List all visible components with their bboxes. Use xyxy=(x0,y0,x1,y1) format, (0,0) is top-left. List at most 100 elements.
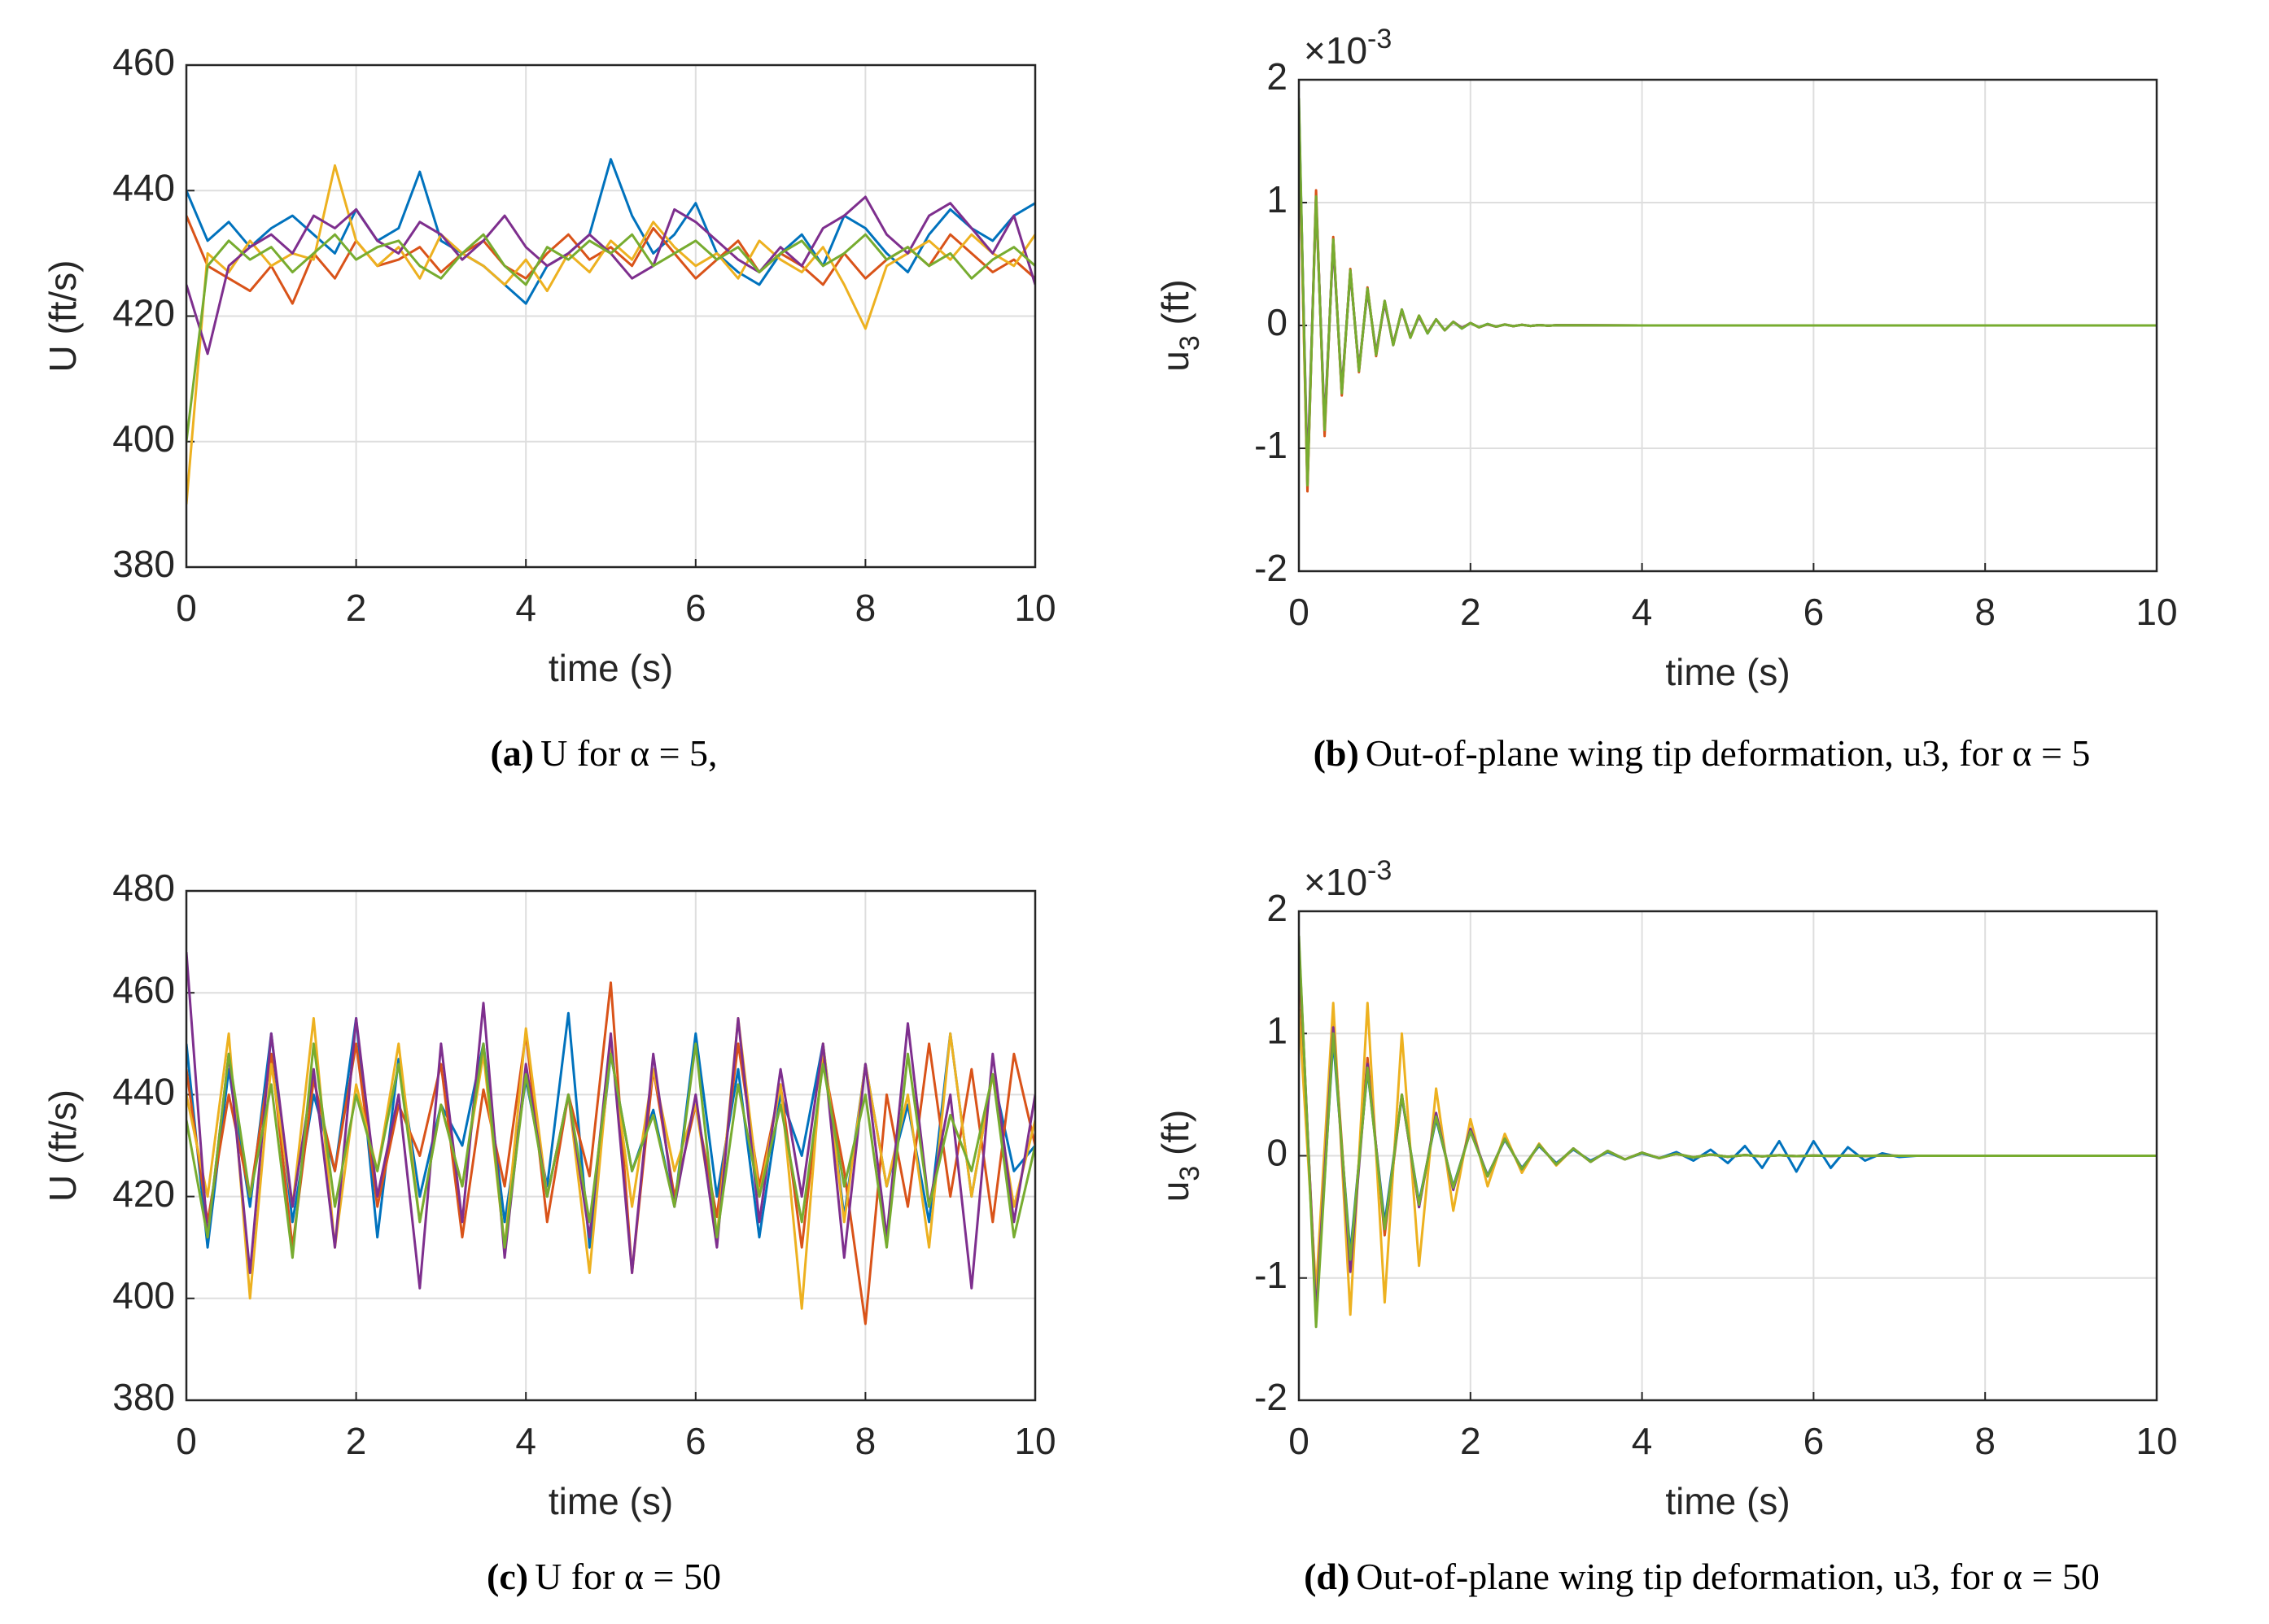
y-tick-label: 0 xyxy=(1266,1132,1288,1174)
y-tick-label: 420 xyxy=(112,292,175,334)
x-tick-label: 0 xyxy=(176,1420,197,1462)
data-line xyxy=(1299,98,2157,487)
data-line xyxy=(186,158,1035,305)
x-tick-label: 6 xyxy=(1803,591,1825,633)
data-line xyxy=(186,951,1035,1290)
y-tick-label: 2 xyxy=(1266,887,1288,929)
x-axis-label: time (s) xyxy=(549,647,673,689)
y-axis-label: u3 (ft) xyxy=(1154,279,1205,372)
data-line xyxy=(186,981,1035,1325)
panel: 0 2 4 6 8 10 380 400 420 440 460 480 time (s) U (ft/s… xyxy=(42,867,1056,1596)
x-tick-label: 6 xyxy=(1803,1420,1825,1462)
y-tick-label: -1 xyxy=(1254,1254,1288,1296)
caption-label: (b) xyxy=(1314,732,1359,774)
y-tick-label: 1 xyxy=(1266,1009,1288,1051)
plot xyxy=(186,951,1035,1325)
x-tick-label: 8 xyxy=(1974,1420,1996,1462)
multiplier-base: ×10 xyxy=(1304,861,1367,903)
axis-multiplier: ×10-3 xyxy=(1304,855,1392,903)
plot-area xyxy=(186,891,1035,1400)
data-line xyxy=(1299,936,2157,1329)
caption-label: (a) xyxy=(490,732,534,774)
panel: 0 2 4 6 8 10 -2 -1 0 1 2 time (s) u3 (ft) ×10-3 (d) Out… xyxy=(1154,855,2177,1597)
multiplier-exp: -3 xyxy=(1367,24,1392,55)
data-line xyxy=(186,164,1035,505)
x-tick-label: 6 xyxy=(685,587,706,629)
y-tick-label: 400 xyxy=(112,1274,175,1316)
axes-frame xyxy=(185,63,1037,569)
plot xyxy=(1299,936,2157,1329)
x-tick-label: 4 xyxy=(1632,1420,1653,1462)
y-axis-label: U (ft/s) xyxy=(42,1089,84,1202)
y-tick-label: 2 xyxy=(1266,55,1288,98)
caption: (a) U for α = 5, xyxy=(490,732,717,774)
plot xyxy=(186,158,1035,505)
axes-frame xyxy=(185,889,1037,1402)
x-tick-label: 2 xyxy=(346,1420,367,1462)
x-axis-label: time (s) xyxy=(1665,651,1790,693)
y-axis-label-base: u xyxy=(1154,1181,1196,1203)
x-tick-label: 4 xyxy=(515,1420,536,1462)
y-axis-label: U (ft/s) xyxy=(42,260,84,373)
x-tick-label: 2 xyxy=(1460,591,1481,633)
x-tick-label: 4 xyxy=(515,587,536,629)
x-tick-label: 4 xyxy=(1632,591,1653,633)
x-tick-label: 0 xyxy=(1288,591,1309,633)
caption-text: Out-of-plane wing tip deformation, u3, f… xyxy=(1366,732,2091,774)
x-tick-label: 8 xyxy=(1974,591,1996,633)
x-tick-label: 8 xyxy=(855,1420,877,1462)
x-axis-label: time (s) xyxy=(549,1480,673,1522)
caption: (c) U for α = 50 xyxy=(487,1556,721,1597)
caption-text: U for α = 50 xyxy=(535,1556,721,1597)
x-tick-label: 10 xyxy=(2136,1420,2177,1462)
y-tick-label: 380 xyxy=(112,1376,175,1418)
y-tick-label: -2 xyxy=(1254,1376,1288,1418)
y-axis-label-base: u xyxy=(1154,351,1196,372)
y-axis-label-rest: (ft) xyxy=(1154,1110,1196,1166)
y-axis-label-rest: (ft) xyxy=(1154,279,1196,335)
y-axis-label-sub: 3 xyxy=(1174,335,1205,351)
y-tick-label: -2 xyxy=(1254,547,1288,589)
panel: 0 2 4 6 8 10 -2 -1 0 1 2 time (s) u3 (ft) ×10-3 (b) Out… xyxy=(1154,24,2177,774)
x-tick-label: 8 xyxy=(855,587,877,629)
axis-multiplier: ×10-3 xyxy=(1304,24,1392,72)
multiplier-base: ×10 xyxy=(1304,29,1367,72)
x-tick-label: 6 xyxy=(685,1420,706,1462)
x-tick-label: 10 xyxy=(1014,1420,1056,1462)
multiplier-exp: -3 xyxy=(1367,855,1392,886)
caption-label: (d) xyxy=(1304,1556,1349,1597)
y-tick-label: 440 xyxy=(112,1071,175,1113)
data-line xyxy=(186,233,1035,442)
caption-text: U for α = 5, xyxy=(540,732,717,774)
x-tick-label: 0 xyxy=(1288,1420,1309,1462)
caption: (d) Out-of-plane wing tip deformation, u3… xyxy=(1304,1556,2100,1597)
y-axis-label-sub: 3 xyxy=(1174,1166,1205,1181)
x-tick-label: 2 xyxy=(1460,1420,1481,1462)
panel: 0 2 4 6 8 10 380 400 420 440 460 time (s) U (ft/s) (a… xyxy=(42,41,1056,773)
y-axis-label: u3 (ft) xyxy=(1154,1110,1205,1203)
caption: (b) Out-of-plane wing tip deformation, u3… xyxy=(1314,732,2091,774)
y-tick-label: 1 xyxy=(1266,178,1288,220)
caption-text: Out-of-plane wing tip deformation, u3, f… xyxy=(1356,1556,2100,1597)
axes-frame xyxy=(1297,910,2158,1402)
y-tick-label: 440 xyxy=(112,166,175,208)
x-tick-label: 2 xyxy=(346,587,367,629)
y-axis-label-base: U (ft/s) xyxy=(42,1089,84,1202)
y-tick-label: -1 xyxy=(1254,424,1288,466)
data-line xyxy=(186,1042,1035,1259)
y-tick-label: 480 xyxy=(112,867,175,909)
y-tick-label: 460 xyxy=(112,41,175,83)
plot xyxy=(1299,98,2157,493)
x-tick-label: 0 xyxy=(176,587,197,629)
x-axis-label: time (s) xyxy=(1665,1480,1790,1522)
caption-label: (c) xyxy=(487,1556,528,1597)
y-tick-label: 380 xyxy=(112,543,175,585)
y-tick-label: 460 xyxy=(112,968,175,1011)
axes-frame xyxy=(1297,78,2158,573)
y-tick-label: 400 xyxy=(112,417,175,460)
x-tick-label: 10 xyxy=(2136,591,2177,633)
y-tick-label: 0 xyxy=(1266,301,1288,343)
x-tick-label: 10 xyxy=(1014,587,1056,629)
